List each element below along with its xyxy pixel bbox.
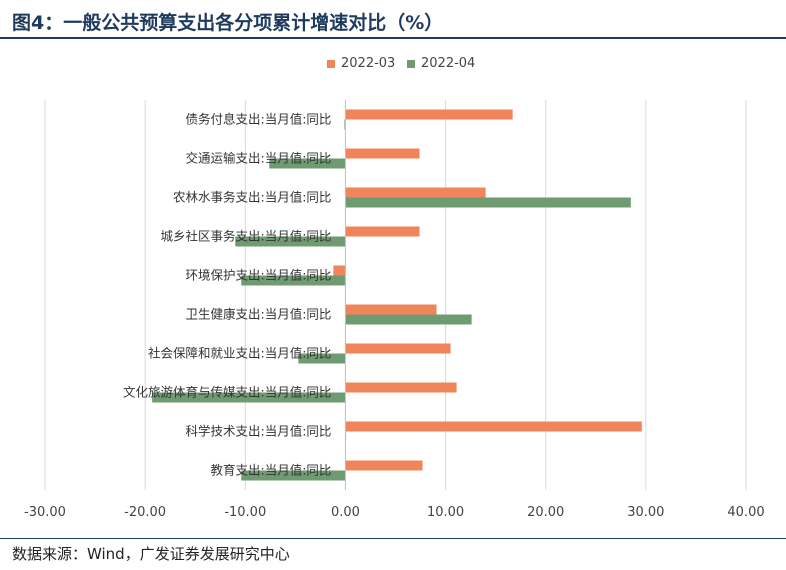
- bar-1-6: [345, 343, 451, 354]
- x-tick-label-5: 20.00: [527, 505, 564, 520]
- bar-2-3: [235, 236, 346, 247]
- bar-2-1: [269, 158, 346, 169]
- category-label-0: 债务付息支出:当月值:同比: [185, 112, 331, 127]
- legend-swatch-series-2: [407, 59, 415, 68]
- legend-item-series-2: 2022-04: [407, 56, 475, 71]
- source-note: 数据来源：Wind，广发证券发展研究中心: [12, 545, 290, 563]
- x-tick-label-1: -20.00: [124, 505, 166, 520]
- bar-1-5: [345, 304, 437, 315]
- bar-1-9: [345, 460, 423, 471]
- x-tick-label-4: 10.00: [427, 505, 464, 520]
- bar-2-6: [298, 353, 346, 364]
- category-label-2: 农林水事务支出:当月值:同比: [173, 190, 331, 205]
- bar-1-2: [345, 187, 486, 198]
- x-tick-label-6: 30.00: [627, 505, 664, 520]
- bar-1-1: [345, 148, 420, 159]
- bar-2-5: [345, 314, 472, 325]
- x-tick-label-2: -10.00: [224, 505, 266, 520]
- footer-divider: [0, 538, 786, 539]
- category-label-5: 卫生健康支出:当月值:同比: [185, 307, 331, 322]
- title-bar: 图4：一般公共预算支出各分项累计增速对比（%）: [0, 0, 786, 40]
- category-label-6: 社会保障和就业支出:当月值:同比: [148, 346, 331, 361]
- bar-2-4: [241, 275, 346, 286]
- bar-1-8: [345, 421, 642, 432]
- x-tick-label-7: 40.00: [727, 505, 764, 520]
- bar-2-0: [344, 119, 346, 130]
- bar-2-2: [345, 197, 631, 208]
- category-label-7: 文化旅游体育与传媒支出:当月值:同比: [123, 385, 331, 400]
- legend-swatch-series-1: [327, 59, 335, 68]
- legend-item-series-1: 2022-03: [327, 56, 395, 71]
- bar-1-7: [345, 382, 457, 393]
- category-label-8: 科学技术支出:当月值:同比: [185, 424, 331, 439]
- legend-label-series-2: 2022-04: [421, 56, 476, 71]
- bar-2-7: [152, 392, 346, 403]
- bar-2-9: [241, 470, 346, 481]
- chart-legend: 2022-03 2022-04: [0, 56, 786, 76]
- category-label-9: 教育支出:当月值:同比: [210, 463, 331, 478]
- x-tick-label-0: -30.00: [24, 505, 66, 520]
- legend-label-series-1: 2022-03: [341, 56, 396, 71]
- bar-1-3: [345, 226, 420, 237]
- category-label-4: 环境保护支出:当月值:同比: [185, 268, 331, 283]
- category-label-1: 交通运输支出:当月值:同比: [185, 151, 331, 166]
- bar-1-0: [345, 109, 513, 120]
- bar-1-4: [333, 265, 346, 276]
- x-tick-label-3: 0.00: [331, 505, 360, 520]
- category-label-3: 城乡社区事务支出:当月值:同比: [160, 229, 331, 244]
- title-divider: [0, 37, 786, 39]
- page-title: 图4：一般公共预算支出各分项累计增速对比（%）: [12, 12, 444, 34]
